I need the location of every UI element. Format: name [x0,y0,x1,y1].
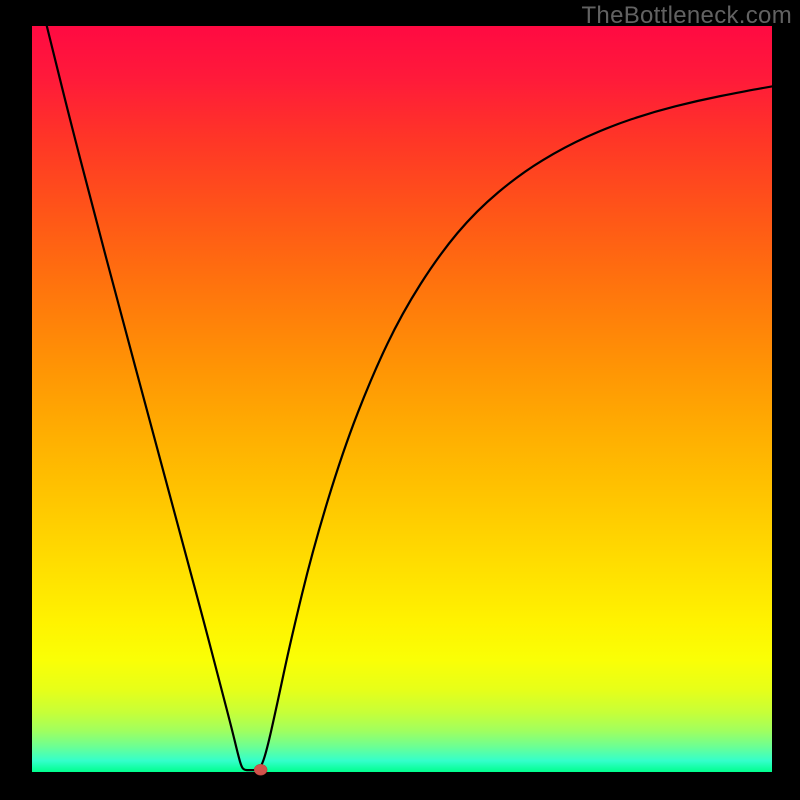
optimum-marker [254,764,267,775]
watermark-text: TheBottleneck.com [581,2,792,30]
chart-root: TheBottleneck.com [0,0,800,800]
bottleneck-chart [0,0,800,800]
